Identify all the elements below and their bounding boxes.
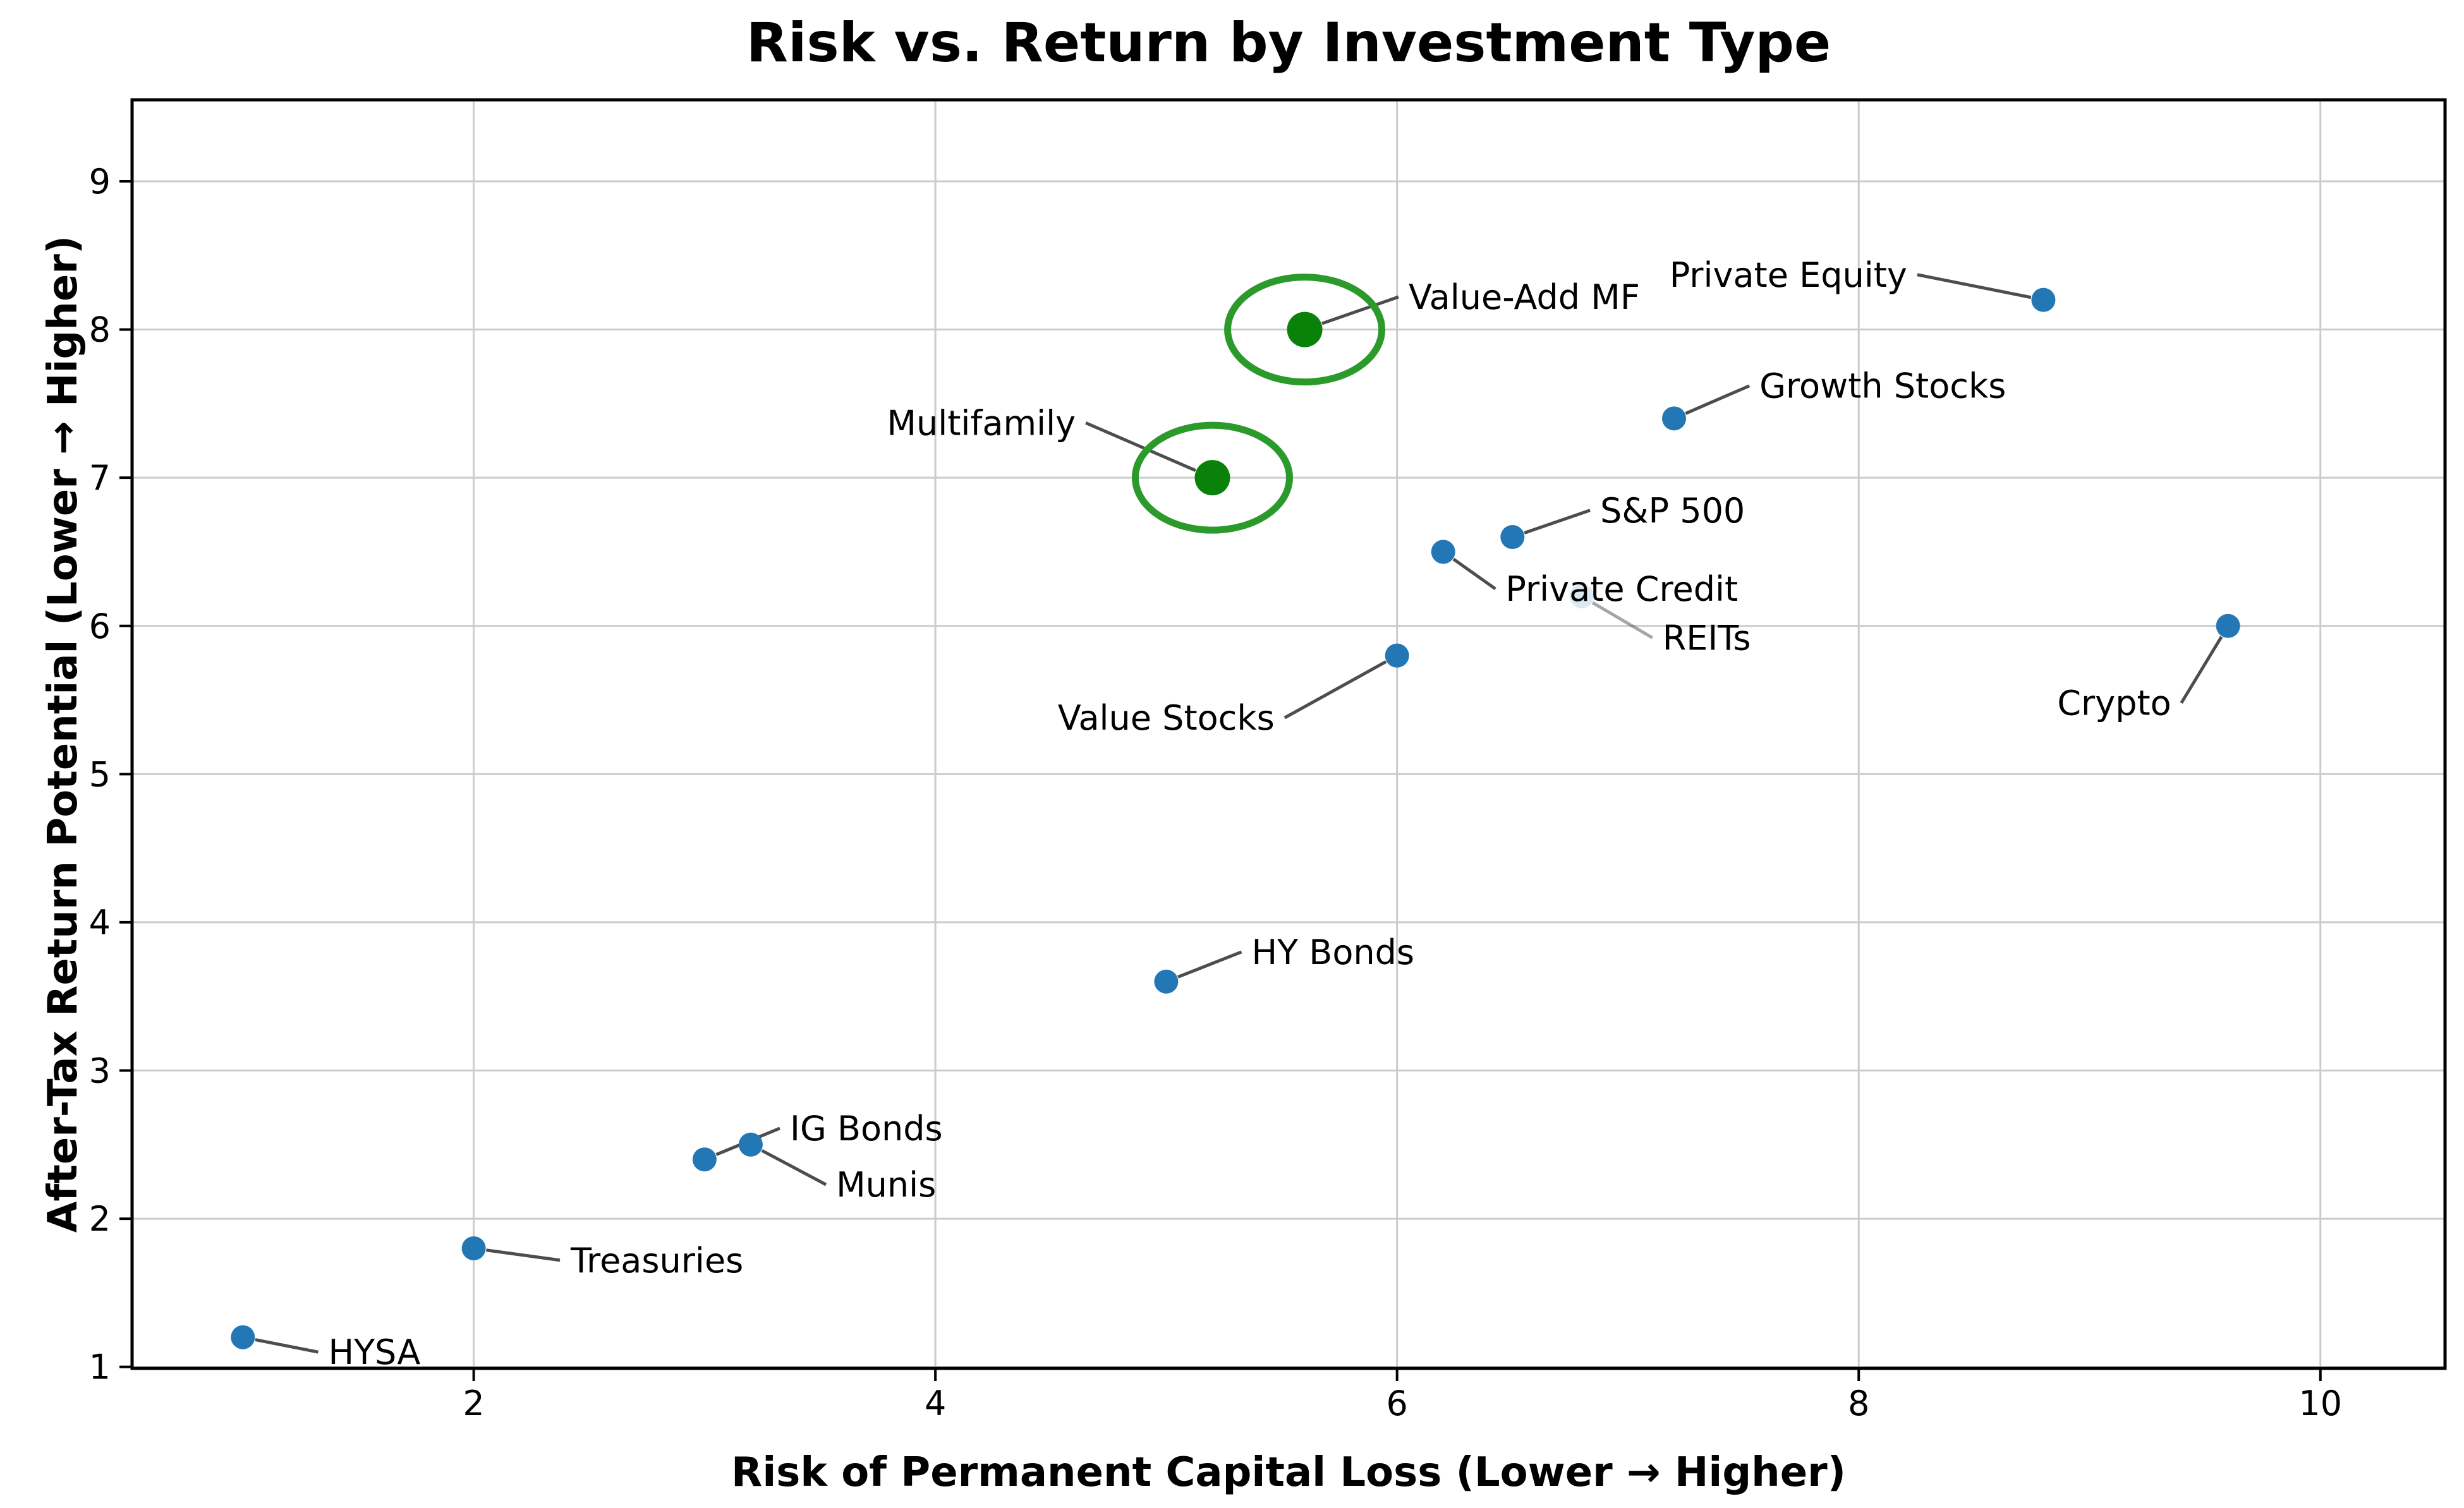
point-label-s-p-500: S&P 500 bbox=[1600, 491, 1745, 531]
x-tick-label: 2 bbox=[463, 1384, 484, 1423]
scatter-point-hy-bonds bbox=[1154, 969, 1179, 994]
leader-lines bbox=[255, 273, 2223, 1354]
scatter-point-s-p-500 bbox=[1500, 525, 1525, 550]
leader-growth-stocks bbox=[1685, 384, 1751, 415]
point-label-growth-stocks: Growth Stocks bbox=[1759, 366, 2006, 406]
leader-treasuries bbox=[486, 1248, 561, 1262]
point-label-private-credit: Private Credit bbox=[1505, 569, 1738, 609]
scatter-point-hysa bbox=[231, 1325, 255, 1349]
scatter-point-value-add-mf bbox=[1287, 311, 1323, 347]
y-tick-label: 5 bbox=[89, 754, 111, 794]
leader-hysa bbox=[255, 1338, 319, 1354]
highlight-circle-value-add-mf bbox=[1224, 274, 1386, 386]
leader-hy-bonds bbox=[1177, 950, 1242, 979]
leader-reits bbox=[1591, 601, 1654, 639]
y-tick-label: 9 bbox=[89, 162, 111, 202]
y-tick-label: 8 bbox=[89, 310, 111, 350]
point-label-value-stocks: Value Stocks bbox=[1058, 698, 1275, 738]
x-tick-label: 8 bbox=[1848, 1384, 1869, 1423]
point-label-munis: Munis bbox=[836, 1165, 936, 1205]
y-tick-label: 7 bbox=[89, 458, 111, 498]
scatter-point-crypto bbox=[2216, 613, 2240, 638]
gridlines bbox=[132, 100, 2445, 1368]
scatter-point-multifamily bbox=[1194, 460, 1230, 496]
scatter-point-ig-bonds bbox=[692, 1147, 717, 1172]
leader-multifamily bbox=[1085, 421, 1196, 472]
scatter-point-munis bbox=[738, 1132, 763, 1157]
point-label-private-equity: Private Equity bbox=[1670, 255, 1907, 295]
y-tick-label: 2 bbox=[89, 1199, 111, 1239]
scatter-point-growth-stocks bbox=[1662, 406, 1686, 431]
leader-value-add-mf bbox=[1321, 295, 1399, 325]
y-tick-label: 4 bbox=[89, 903, 111, 943]
x-axis-label: Risk of Permanent Capital Loss (Lower → … bbox=[731, 1449, 1846, 1496]
point-labels: HYSA Treasuries IG Bonds Munis HY Bonds Value… bbox=[328, 255, 2171, 1372]
leader-munis bbox=[761, 1149, 827, 1186]
point-label-hy-bonds: HY Bonds bbox=[1252, 932, 1414, 972]
point-label-reits: REITs bbox=[1663, 618, 1751, 658]
y-axis-label: After-Tax Return Potential (Lower → High… bbox=[40, 235, 87, 1233]
point-label-ig-bonds: IG Bonds bbox=[790, 1109, 943, 1149]
y-tick-label: 1 bbox=[89, 1348, 111, 1387]
x-tick-label: 4 bbox=[925, 1384, 946, 1423]
scatter-point-value-stocks bbox=[1385, 643, 1409, 668]
plot-border bbox=[130, 98, 2447, 1370]
leader-s-p-500 bbox=[1524, 509, 1591, 534]
chart-title: Risk vs. Return by Investment Type bbox=[746, 11, 1831, 75]
highlight-rings bbox=[1131, 274, 1386, 534]
leader-value-stocks bbox=[1284, 660, 1387, 720]
scatter-point-treasuries bbox=[461, 1236, 486, 1260]
y-tick-label: 6 bbox=[89, 606, 111, 646]
scatter-points bbox=[231, 287, 2240, 1349]
leader-private-equity bbox=[1917, 273, 2032, 299]
highlight-circle-multifamily bbox=[1131, 421, 1293, 534]
leader-crypto bbox=[2180, 636, 2223, 704]
scatter-point-private-equity bbox=[2031, 287, 2056, 312]
scatter-point-private-credit bbox=[1431, 540, 1455, 564]
scatter-point-reits bbox=[1569, 584, 1594, 608]
x-tick-label: 6 bbox=[1386, 1384, 1407, 1423]
point-label-treasuries: Treasuries bbox=[570, 1241, 743, 1281]
point-label-crypto: Crypto bbox=[2057, 684, 2171, 723]
point-label-hysa: HYSA bbox=[328, 1332, 420, 1372]
point-label-value-add-mf: Value-Add MF bbox=[1409, 277, 1640, 317]
leader-private-credit bbox=[1452, 558, 1496, 591]
x-tick-label: 10 bbox=[2298, 1384, 2342, 1423]
point-label-multifamily: Multifamily bbox=[887, 403, 1076, 443]
y-tick-label: 3 bbox=[89, 1051, 111, 1090]
